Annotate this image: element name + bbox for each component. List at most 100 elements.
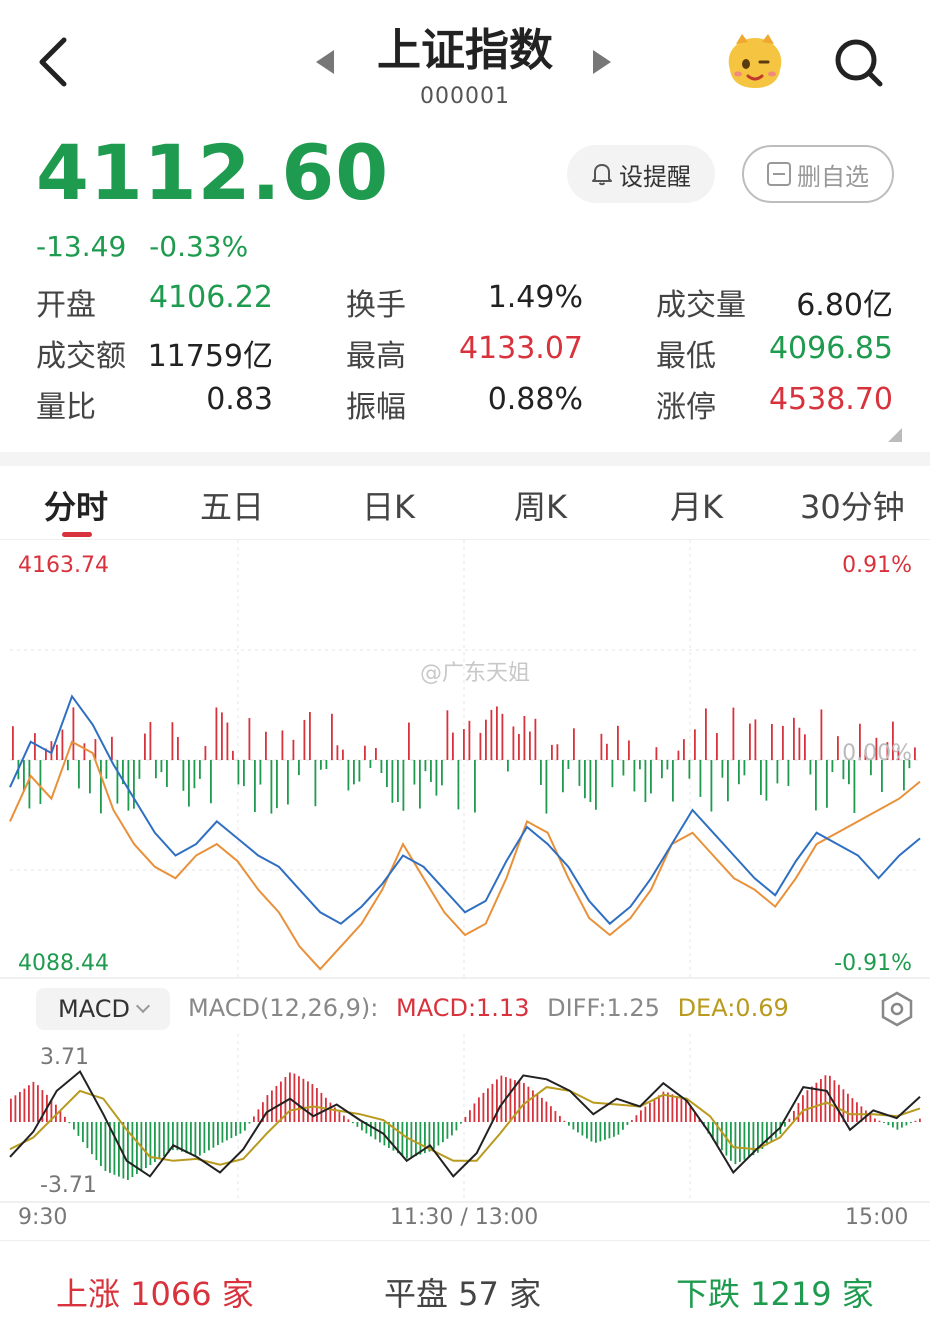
macd-bar-down: [761, 1122, 764, 1150]
volume-bar-down: [644, 760, 647, 803]
macd-bar-up: [833, 1080, 836, 1122]
macd-bar-down: [415, 1122, 417, 1157]
indicator-selector[interactable]: MACD: [36, 988, 170, 1030]
intraday-chart[interactable]: 4163.74 4088.44 0.91% -0.91% 0.00% @广东天姐: [0, 540, 930, 980]
volume-bar-up: [364, 745, 366, 760]
volume-bar-down: [320, 760, 322, 770]
volume-bar-up: [45, 748, 47, 760]
macd-axis-bottom: -3.71: [40, 1173, 97, 1198]
volume-bar-up: [226, 722, 229, 760]
macd-bar-down: [158, 1122, 161, 1160]
macd-bar-up: [829, 1075, 831, 1122]
macd-bar-down: [136, 1122, 138, 1175]
macd-bar-up: [257, 1109, 260, 1122]
expand-corner-icon[interactable]: [888, 428, 902, 442]
macd-bar-up: [694, 1112, 696, 1122]
volume-bar-down: [474, 760, 476, 813]
price-axis-bottom: 4088.44: [18, 951, 109, 976]
macd-axis-top: 3.71: [40, 1045, 89, 1070]
volume-bar-up: [303, 719, 306, 760]
volume-bar-down: [809, 760, 812, 775]
macd-bar-up: [464, 1116, 467, 1122]
macd-bar-down: [568, 1122, 570, 1126]
volume-bar-down: [672, 760, 674, 802]
volume-bar-up: [837, 736, 839, 760]
tab-period[interactable]: 日K: [362, 488, 415, 526]
macd-bar-down: [770, 1122, 773, 1142]
volume-bar-up: [771, 723, 773, 760]
tab-period[interactable]: 分时: [44, 488, 109, 526]
stat-label: 涨停: [656, 390, 716, 425]
indicator-settings-icon[interactable]: [878, 990, 916, 1028]
macd-bar-down: [248, 1122, 251, 1124]
macd-bar-down: [896, 1122, 899, 1130]
macd-bar-up: [284, 1077, 287, 1122]
macd-bar-up: [473, 1103, 476, 1122]
volume-bar-up: [914, 747, 916, 760]
macd-bar-down: [446, 1122, 449, 1139]
volume-bar-up: [600, 733, 603, 760]
macd-bar-up: [563, 1120, 566, 1122]
macd-bar-down: [365, 1122, 368, 1134]
macd-bar-up: [653, 1099, 656, 1122]
macd-bar-up: [302, 1078, 305, 1122]
macd-chart[interactable]: 3.71 -3.71: [0, 1034, 930, 1204]
volume-bar-down: [765, 760, 768, 801]
macd-bar-down: [572, 1122, 575, 1130]
volume-bar-down: [116, 760, 119, 804]
volume-bar-up: [606, 743, 608, 760]
volume-bar-up: [886, 742, 889, 760]
volume-bar-up: [221, 712, 223, 760]
volume-bar-up: [292, 739, 295, 760]
macd-bar-down: [599, 1122, 602, 1142]
previous-stock-arrow[interactable]: [316, 50, 334, 74]
diff-value: DIFF:1.25: [547, 994, 660, 1022]
macd-bar-down: [766, 1122, 768, 1146]
volume-bar-down: [67, 760, 69, 771]
macd-bar-down: [217, 1122, 219, 1146]
macd-bar-up: [487, 1088, 489, 1122]
tab-period[interactable]: 30分钟: [800, 488, 905, 526]
volume-bar-down: [254, 760, 256, 812]
search-icon[interactable]: [832, 36, 886, 90]
macd-bar-down: [433, 1122, 435, 1149]
volume-bar-down: [743, 760, 746, 776]
next-stock-arrow[interactable]: [593, 50, 611, 74]
volume-bar-up: [452, 732, 454, 760]
macd-bar-down: [887, 1122, 890, 1126]
set-alert-button[interactable]: 设提醒: [567, 145, 715, 203]
volume-bar-up: [512, 726, 515, 760]
macd-bar-down: [86, 1122, 89, 1149]
volume-bar-up: [501, 713, 504, 760]
tab-period[interactable]: 五日: [200, 488, 265, 526]
change-percent: -0.33%: [149, 230, 249, 263]
volume-bar-down: [457, 760, 460, 810]
volume-bar-up: [331, 713, 333, 760]
average-price-line: [9, 740, 921, 971]
volume-bar-up: [859, 723, 861, 760]
macd-bar-up: [685, 1099, 687, 1122]
remove-watchlist-button[interactable]: 删自选: [742, 145, 894, 203]
volume-bar-down: [699, 760, 702, 797]
back-arrow-icon[interactable]: [30, 30, 80, 90]
chart-period-tabs: 分时 五日 日K 周K 月K 30分钟: [0, 470, 930, 540]
section-divider: [0, 452, 930, 466]
volume-bar-down: [287, 760, 289, 805]
macd-bar-up: [262, 1102, 264, 1122]
volume-bar-up: [12, 726, 14, 760]
volume-bar-up: [732, 707, 735, 760]
macd-bar-down: [109, 1122, 111, 1173]
mascot-icon[interactable]: [722, 30, 788, 92]
volume-bar-down: [188, 760, 190, 807]
tab-period[interactable]: 周K: [514, 488, 567, 526]
macd-bar-down: [617, 1122, 620, 1135]
macd-bar-up: [532, 1090, 534, 1122]
tab-period[interactable]: 月K: [670, 488, 723, 526]
macd-bar-down: [68, 1122, 71, 1124]
macd-bar-down: [455, 1122, 458, 1131]
macd-bar-up: [820, 1079, 822, 1122]
price-change: -13.49 -0.33%: [36, 230, 262, 263]
stat-label: 最高: [346, 339, 406, 374]
macd-bar-down: [239, 1122, 242, 1134]
macd-bar-down: [154, 1122, 156, 1163]
